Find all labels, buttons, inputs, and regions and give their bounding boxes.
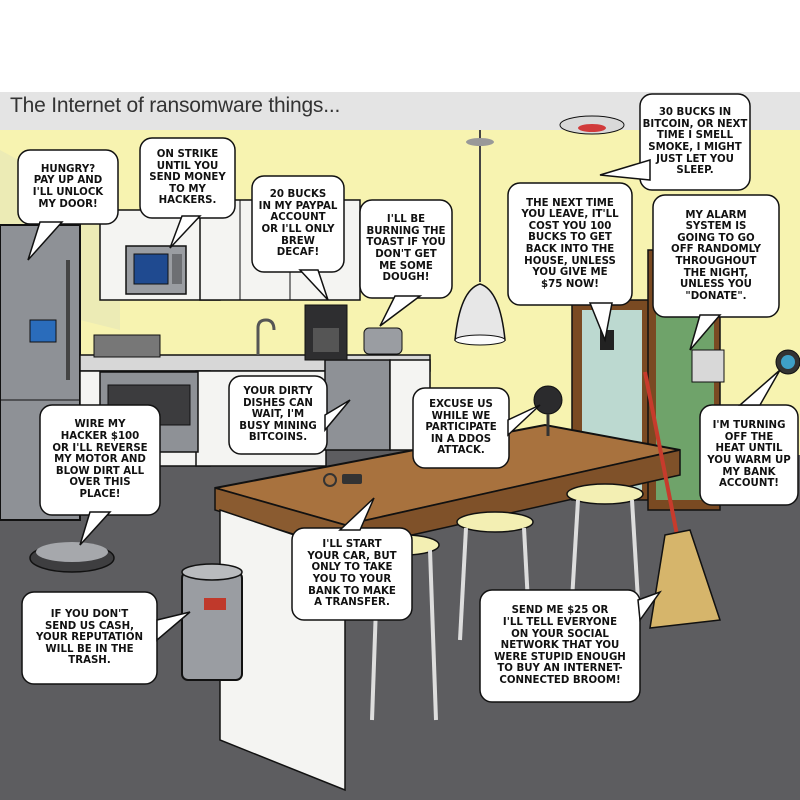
broom-bubble: SEND ME $25 OR I'LL TELL EVERYONE ON YOU… — [480, 590, 640, 702]
vacuum-bubble: WIRE MY HACKER $100 OR I'LL REVERSE MY M… — [40, 405, 160, 515]
toaster-bubble-text: I'LL BE BURNING THE TOAST IF YOU DON'T G… — [366, 214, 446, 284]
smoke-detector-bubble: 30 BUCKS IN BITCOIN, OR NEXT TIME I SMEL… — [640, 94, 750, 190]
thermostat-bubble-text: I'M TURNING OFF THE HEAT UNTIL YOU WARM … — [707, 420, 791, 490]
door-lock-bubble: THE NEXT TIME YOU LEAVE, IT'LL COST YOU … — [508, 183, 632, 305]
alarm-panel — [691, 349, 725, 383]
smoke-detector — [559, 115, 625, 135]
coffee-maker-bubble-text: 20 BUCKS IN MY PAYPAL ACCOUNT OR I'LL ON… — [258, 189, 338, 259]
microwave-bubble-text: ON STRIKE UNTIL YOU SEND MONEY TO MY HAC… — [149, 149, 226, 207]
alarm-bubble-text: MY ALARM SYSTEM IS GOING TO GO OFF RANDO… — [671, 209, 761, 302]
security-camera — [533, 385, 563, 436]
door-bubble: HUNGRY? PAY UP AND I'LL UNLOCK MY DOOR! — [18, 150, 118, 224]
smoke-detector-bubble-text: 30 BUCKS IN BITCOIN, OR NEXT TIME I SMEL… — [642, 107, 748, 177]
broom-bubble-text: SEND ME $25 OR I'LL TELL EVERYONE ON YOU… — [494, 605, 626, 686]
dishwasher-bubble-text: YOUR DIRTY DISHES CAN WAIT, I'M BUSY MIN… — [239, 386, 317, 444]
sink-faucet — [256, 318, 276, 355]
trash-can — [181, 563, 243, 681]
coffee-maker — [304, 304, 348, 361]
thermostat-bubble: I'M TURNING OFF THE HEAT UNTIL YOU WARM … — [700, 405, 798, 505]
car-keys-bubble-text: I'LL START YOUR CAR, BUT ONLY TO TAKE YO… — [307, 539, 397, 609]
toaster-bubble: I'LL BE BURNING THE TOAST IF YOU DON'T G… — [360, 200, 452, 298]
pendant-lamp — [454, 130, 506, 346]
door-lock-bubble-text: THE NEXT TIME YOU LEAVE, IT'LL COST YOU … — [521, 197, 619, 290]
top-margin — [0, 0, 800, 92]
bar-stools — [370, 483, 644, 721]
speech-bubbles — [17, 93, 799, 703]
toaster — [363, 327, 403, 355]
dishwasher-bubble: YOUR DIRTY DISHES CAN WAIT, I'M BUSY MIN… — [229, 376, 327, 454]
door-bubble-text: HUNGRY? PAY UP AND I'LL UNLOCK MY DOOR! — [32, 163, 104, 210]
camera-bubble: EXCUSE US WHILE WE PARTICIPATE IN A DDOS… — [413, 388, 509, 468]
trash-bubble-text: IF YOU DON'T SEND US CASH, YOUR REPUTATI… — [35, 609, 144, 667]
microwave — [125, 245, 187, 295]
trash-bubble: IF YOU DON'T SEND US CASH, YOUR REPUTATI… — [22, 592, 157, 684]
coffee-maker-bubble: 20 BUCKS IN MY PAYPAL ACCOUNT OR I'LL ON… — [252, 176, 344, 272]
microwave-bubble: ON STRIKE UNTIL YOU SEND MONEY TO MY HAC… — [140, 138, 235, 218]
car-keys-bubble: I'LL START YOUR CAR, BUT ONLY TO TAKE YO… — [292, 528, 412, 620]
car-keys — [323, 473, 362, 487]
vacuum-bubble-text: WIRE MY HACKER $100 OR I'LL REVERSE MY M… — [52, 419, 148, 500]
alarm-bubble: MY ALARM SYSTEM IS GOING TO GO OFF RANDO… — [653, 195, 779, 317]
robot-vacuum — [29, 542, 115, 573]
camera-bubble-text: EXCUSE US WHILE WE PARTICIPATE IN A DDOS… — [425, 399, 497, 457]
page-title: The Internet of ransomware things... — [10, 94, 341, 117]
